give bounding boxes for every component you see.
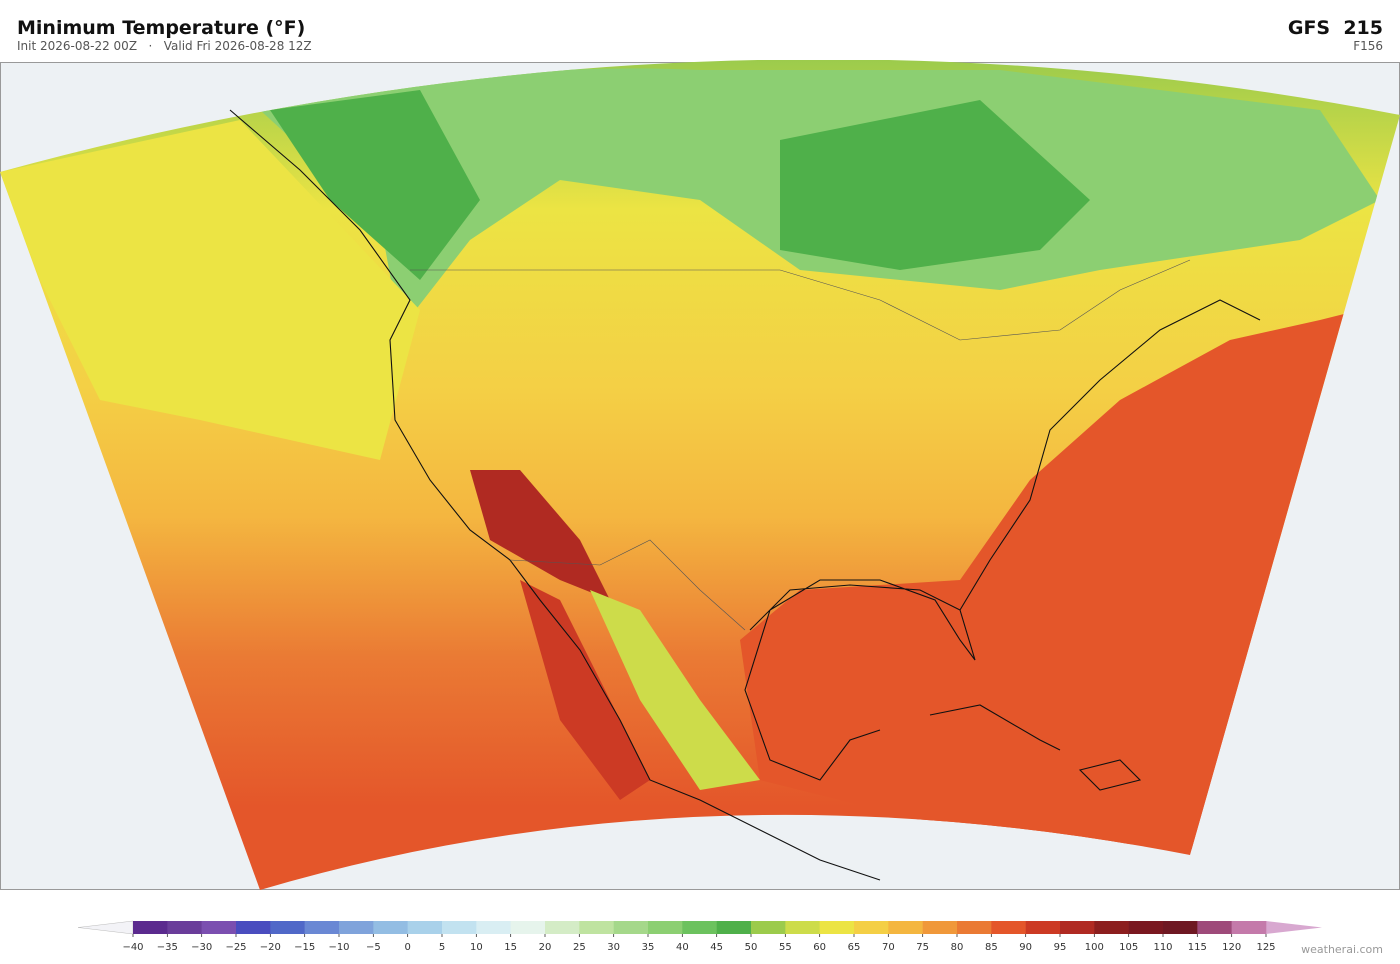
- colorbar-tick-label: 0: [404, 942, 410, 953]
- colorbar-segment: [545, 921, 580, 934]
- colorbar-tick-label: 10: [470, 942, 483, 953]
- colorbar-tick-label: 55: [779, 942, 792, 953]
- colorbar-segment: [133, 921, 168, 934]
- colorbar-segment: [819, 921, 855, 934]
- colorbar-segment: [579, 921, 614, 934]
- colorbar-segment: [957, 921, 992, 934]
- colorbar-tick-label: −40: [122, 942, 143, 953]
- colorbar-tick-label: 65: [848, 942, 861, 953]
- colorbar-segment: [648, 921, 683, 934]
- colorbar-segment: [1197, 921, 1232, 934]
- east-coast: [959, 299, 1261, 611]
- colorbar-tick-label: 60: [813, 942, 826, 953]
- colorbar-tick-label: 75: [916, 942, 929, 953]
- colorbar-tick-label: −35: [157, 942, 178, 953]
- temperature-field: [0, 60, 1400, 890]
- hot-region: [520, 580, 650, 800]
- us-canada-border: [410, 259, 1191, 341]
- gulf-coast: [744, 579, 976, 781]
- us-mexico-border: [509, 539, 746, 631]
- colorbar-segment: [854, 921, 889, 934]
- colorbar-tick-label: 15: [504, 942, 517, 953]
- colorbar: −40 −35 −30 −25 −20 −15 −10 −5 0 5 10 15 20 25 30 35 40 4…: [77, 920, 1322, 953]
- cool-region: [270, 90, 480, 280]
- mild-region: [590, 590, 760, 790]
- credit: weatherai.com: [1301, 943, 1383, 956]
- colorbar-tick-label: −5: [366, 942, 381, 953]
- colorbar-under: [77, 920, 134, 935]
- colorbar-segment: [442, 921, 477, 934]
- title: Minimum Temperature (°F): [17, 17, 305, 39]
- colorbar-tick-label: 70: [882, 942, 895, 953]
- colorbar-tick-label: 95: [1054, 942, 1067, 953]
- colorbar-segment: [476, 921, 511, 934]
- colorbar-tick-label: −10: [328, 942, 349, 953]
- colorbar-segment: [167, 921, 202, 934]
- colorbar-tick-label: 20: [539, 942, 552, 953]
- colorbar-segment: [716, 921, 752, 934]
- colorbar-segment: [1060, 921, 1095, 934]
- cool-region: [780, 100, 1090, 270]
- colorbar-segment: [510, 921, 546, 934]
- colorbar-tick-label: −20: [260, 942, 281, 953]
- colorbar-tick-label: 80: [951, 942, 964, 953]
- colorbar-segment: [888, 921, 923, 934]
- cuba: [929, 704, 1061, 751]
- colorbar-segment: [407, 921, 443, 934]
- colorbar-segment: [1128, 921, 1164, 934]
- colorbar-segment: [1163, 921, 1198, 934]
- colorbar-segment: [373, 921, 408, 934]
- colorbar-tick-label: 90: [1019, 942, 1032, 953]
- colorbar-segment: [1094, 921, 1129, 934]
- colorbar-segment: [201, 921, 237, 934]
- colorbar-tick-label: 115: [1188, 942, 1207, 953]
- hispaniola: [1078, 759, 1142, 791]
- forecast-hour: F156: [1353, 39, 1383, 53]
- colorbar-tick-label: 110: [1153, 942, 1172, 953]
- colorbar-tick-label: 30: [607, 942, 620, 953]
- ocean-region: [0, 120, 420, 460]
- subtitle: Init 2026-08-22 00Z · Valid Fri 2026-08-…: [17, 39, 312, 53]
- colorbar-tick-label: 125: [1256, 942, 1275, 953]
- borders: [410, 259, 1191, 631]
- colorbar-tick-label: 120: [1222, 942, 1241, 953]
- colorbar-tick-label: 85: [985, 942, 998, 953]
- colorbar-tick-label: −25: [225, 942, 246, 953]
- colorbar-segment: [1025, 921, 1061, 934]
- colorbar-tick-label: 45: [710, 942, 723, 953]
- colorbar-segment: [236, 921, 271, 934]
- colorbar-tick-label: 40: [676, 942, 689, 953]
- colorbar-tick-label: −15: [294, 942, 315, 953]
- colorbar-tick-label: 100: [1085, 942, 1104, 953]
- colorbar-segment: [991, 921, 1026, 934]
- colorbar-tick-label: 25: [573, 942, 586, 953]
- colorbar-tick-label: 105: [1119, 942, 1138, 953]
- colorbar-segment: [339, 921, 374, 934]
- colorbar-segment: [613, 921, 649, 934]
- colorbar-tick-label: −30: [191, 942, 212, 953]
- colorbar-tick-label: 35: [642, 942, 655, 953]
- hot-region: [470, 470, 610, 600]
- colorbar-segment: [304, 921, 340, 934]
- colorbar-tick-label: 5: [439, 942, 445, 953]
- colorbar-segment: [922, 921, 958, 934]
- model-label: GFS 215: [1288, 17, 1383, 39]
- colorbar-segment: [785, 921, 820, 934]
- colorbar-segment: [270, 921, 305, 934]
- colorbar-segment: [751, 921, 786, 934]
- colorbar-segment: [682, 921, 717, 934]
- colorbar-tick-label: 50: [745, 942, 758, 953]
- colorbar-segment: [1231, 921, 1267, 934]
- colorbar-over: [1266, 921, 1322, 934]
